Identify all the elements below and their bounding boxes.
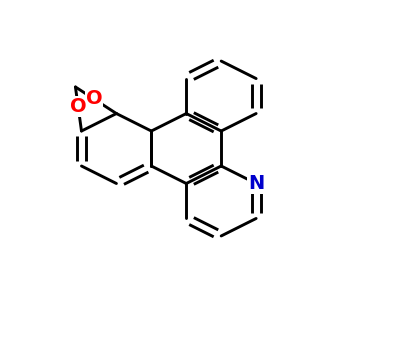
Text: O: O: [70, 97, 86, 116]
Text: O: O: [86, 90, 102, 108]
Text: N: N: [248, 174, 264, 193]
